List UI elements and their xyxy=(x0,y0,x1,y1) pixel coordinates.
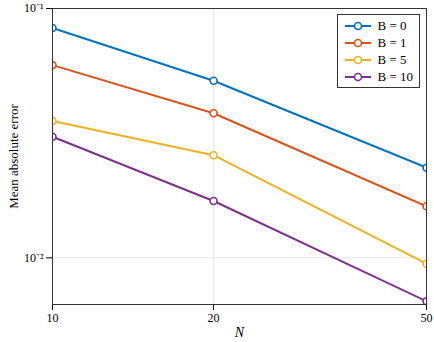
svg-text:10⁻¹: 10⁻¹ xyxy=(24,1,44,15)
svg-text:Mean absolute error: Mean absolute error xyxy=(6,103,21,208)
svg-text:50: 50 xyxy=(421,311,433,325)
html-text:B = 0: B = 0 xyxy=(377,18,407,33)
html-text:B = 5: B = 5 xyxy=(377,52,407,67)
svg-text:20: 20 xyxy=(208,311,220,325)
svg-text:N: N xyxy=(234,325,245,340)
html-text:B = 10: B = 10 xyxy=(377,69,413,84)
svg-text:10: 10 xyxy=(47,311,59,325)
svg-text:10⁻²: 10⁻² xyxy=(24,251,44,265)
html-text:B = 1: B = 1 xyxy=(377,35,407,50)
